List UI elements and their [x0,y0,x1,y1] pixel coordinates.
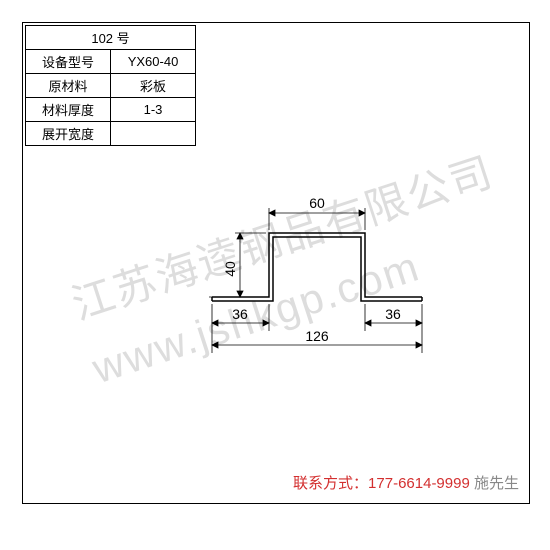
dimensions: 60 40 36 36 [209,195,422,353]
contact-phone: 177-6614-9999 [368,475,470,492]
row-value: 1-3 [111,98,196,122]
row-label: 展开宽度 [26,122,111,146]
table-row: 展开宽度 [26,122,196,146]
row-value: YX60-40 [111,50,196,74]
contact-label: 联系方式： [293,475,368,492]
spec-header: 102 号 [26,26,196,50]
table-row: 设备型号 YX60-40 [26,50,196,74]
contact-name: 施先生 [474,475,519,492]
profile-diagram: 60 40 36 36 [163,173,463,373]
dim-overall: 126 [305,328,329,344]
spec-table: 102 号 设备型号 YX60-40 原材料 彩板 材料厚度 1-3 展开宽度 [25,25,196,146]
contact-info: 联系方式：177-6614-9999 施先生 [293,472,519,493]
dim-flange-left: 36 [232,306,248,322]
row-label: 设备型号 [26,50,111,74]
drawing-frame: 102 号 设备型号 YX60-40 原材料 彩板 材料厚度 1-3 展开宽度 … [22,22,530,504]
dim-height: 40 [222,261,238,277]
dim-top: 60 [309,195,325,211]
row-label: 材料厚度 [26,98,111,122]
table-row: 材料厚度 1-3 [26,98,196,122]
table-row: 原材料 彩板 [26,74,196,98]
row-label: 原材料 [26,74,111,98]
dim-flange-right: 36 [385,306,401,322]
row-value: 彩板 [111,74,196,98]
row-value [111,122,196,146]
